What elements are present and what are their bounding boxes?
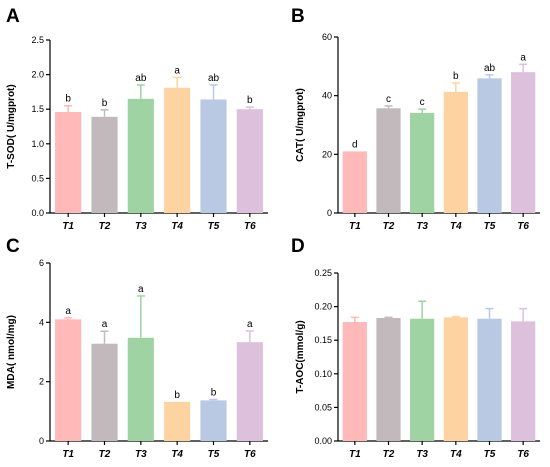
- y-axis-label: T-AOC(mmol/g): [295, 320, 306, 393]
- x-tick-label: T1: [349, 449, 361, 460]
- bar-t4: [443, 317, 468, 441]
- x-tick-label: T5: [208, 449, 220, 460]
- x-tick-label: T1: [62, 449, 74, 460]
- y-axis-label: CAT( U/mgprot): [295, 88, 306, 162]
- x-tick-label: T5: [208, 221, 220, 232]
- bar-t6: [236, 342, 263, 441]
- y-tick-label: 0.10: [314, 369, 332, 379]
- significance-label: a: [174, 65, 180, 76]
- x-tick-label: T1: [349, 221, 361, 232]
- bar-t2: [376, 108, 401, 213]
- bar-t4: [443, 91, 468, 213]
- bar-t1: [342, 151, 367, 213]
- significance-label: a: [247, 319, 253, 330]
- bar-t4: [164, 401, 191, 441]
- panel-d: D T-AOC(mmol/g) 0.00 0.05 0.10 0.15 0.20 0.25 T1…: [291, 236, 540, 460]
- bar-t6: [236, 109, 263, 213]
- bar-t6: [511, 72, 536, 213]
- significance-label: b: [211, 387, 217, 398]
- x-tick-label: T4: [450, 221, 462, 232]
- x-tick-label: T3: [416, 449, 428, 460]
- bar-t2: [376, 318, 401, 441]
- bar-t2: [91, 343, 118, 441]
- bar-t6: [511, 321, 536, 441]
- panel-a: A T-SOD( U/mgprot) 0.0 0.5 1.0 1.5 2.0 2.5 b T1 b T…: [6, 6, 268, 232]
- panel-letter: B: [291, 6, 305, 27]
- panel-letter: C: [6, 236, 20, 257]
- y-tick-label: 60: [322, 32, 332, 42]
- x-tick-label: T6: [244, 449, 256, 460]
- x-tick-label: T2: [99, 449, 111, 460]
- y-tick-label: 0.15: [314, 335, 332, 345]
- x-tick-label: T6: [244, 221, 256, 232]
- y-tick-label: 0.5: [31, 173, 44, 183]
- x-tick-label: T5: [484, 449, 496, 460]
- significance-label: a: [138, 284, 144, 295]
- bar-t1: [342, 322, 367, 441]
- y-tick-label: 2.5: [31, 35, 44, 45]
- significance-label: a: [102, 319, 108, 330]
- bar-t5: [200, 99, 227, 213]
- bar-t5: [477, 78, 502, 213]
- significance-label: d: [352, 139, 358, 150]
- y-tick-label: 20: [322, 149, 332, 159]
- significance-label: b: [174, 390, 180, 401]
- x-tick-label: T4: [171, 221, 183, 232]
- significance-label: c: [386, 94, 391, 105]
- significance-label: b: [102, 98, 108, 109]
- bar-t1: [55, 319, 82, 441]
- significance-label: a: [520, 52, 526, 63]
- panel-c: C MDA( nmol/mg) 0 2 4 6 a T1 a T2 a T3 b T4 b T5 a T6: [6, 236, 268, 460]
- x-tick-label: T3: [135, 221, 147, 232]
- y-tick-label: 4: [39, 317, 44, 327]
- significance-label: ab: [484, 63, 496, 74]
- y-tick-label: 2.0: [31, 70, 44, 80]
- panel-b: B CAT( U/mgprot) 0 20 40 60 d T1 c T2 c T3 b T4 ab T5 a T…: [291, 6, 540, 232]
- y-tick-label: 2: [39, 377, 44, 387]
- y-tick-label: 0.0: [31, 208, 44, 218]
- x-tick-label: T5: [484, 221, 496, 232]
- significance-label: b: [65, 94, 71, 105]
- bar-t5: [477, 318, 502, 441]
- x-tick-label: T3: [135, 449, 147, 460]
- y-axis-label: T-SOD( U/mgprot): [6, 84, 17, 168]
- x-tick-label: T3: [416, 221, 428, 232]
- bar-t2: [91, 116, 118, 213]
- x-tick-label: T4: [450, 449, 462, 460]
- bar-t3: [127, 337, 154, 441]
- x-tick-label: T2: [99, 221, 111, 232]
- bar-t3: [410, 112, 435, 213]
- x-tick-label: T2: [383, 449, 395, 460]
- x-tick-label: T6: [517, 221, 529, 232]
- y-tick-label: 0.25: [314, 268, 332, 278]
- y-tick-label: 0: [327, 208, 332, 218]
- y-tick-label: 6: [39, 258, 44, 268]
- panel-letter: D: [291, 236, 305, 257]
- y-tick-label: 0.00: [314, 436, 332, 446]
- y-tick-label: 1.5: [31, 104, 44, 114]
- significance-label: b: [247, 95, 253, 106]
- significance-label: c: [420, 97, 425, 108]
- x-tick-label: T1: [62, 221, 74, 232]
- significance-label: a: [65, 306, 71, 317]
- bar-t5: [200, 400, 227, 441]
- panel-letter: A: [6, 6, 20, 27]
- y-tick-label: 0.05: [314, 402, 332, 412]
- bar-t1: [55, 111, 82, 213]
- y-tick-label: 40: [322, 91, 332, 101]
- x-tick-label: T6: [517, 449, 529, 460]
- x-tick-label: T4: [171, 449, 183, 460]
- y-tick-label: 1.0: [31, 139, 44, 149]
- y-axis-label: MDA( nmol/mg): [6, 315, 17, 389]
- bar-t3: [127, 98, 154, 213]
- bar-t4: [164, 87, 191, 213]
- y-tick-label: 0: [39, 436, 44, 446]
- significance-label: b: [453, 71, 459, 82]
- significance-label: ab: [208, 73, 220, 84]
- y-tick-label: 0.20: [314, 302, 332, 312]
- significance-label: ab: [135, 73, 147, 84]
- x-tick-label: T2: [383, 221, 395, 232]
- bar-t3: [410, 318, 435, 441]
